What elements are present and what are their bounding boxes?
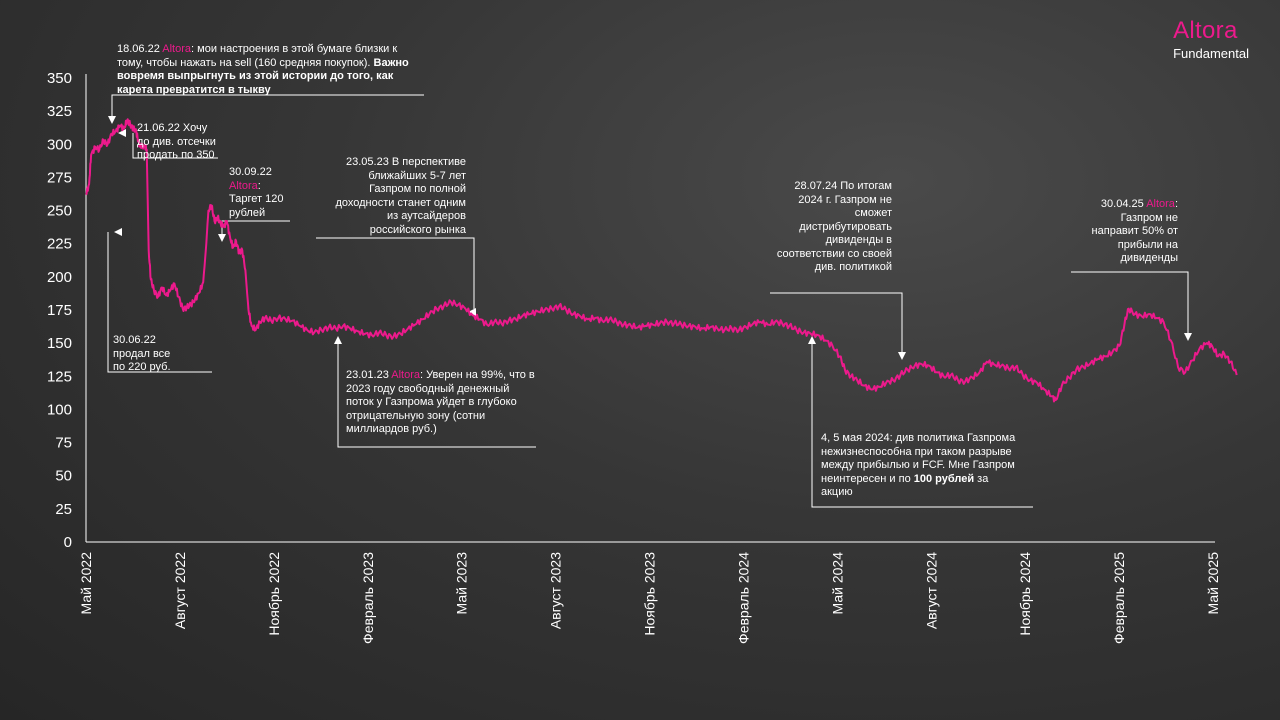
- annotation-arrow: [1184, 333, 1192, 341]
- annotation-author: Altora: [162, 43, 192, 55]
- annotation-text: : мои настроения в этой бумаге близки к …: [117, 43, 398, 69]
- annotation-date: 23.01.23: [346, 369, 389, 381]
- y-tick-label: 0: [64, 534, 72, 551]
- x-axis: Май 2022 Август 2022 Ноябрь 2022 Февраль 20…: [78, 541, 1221, 644]
- y-axis: 0 25 50 75 100 125 150 175 200 225 250 275 300 325 350: [47, 70, 87, 551]
- annotation-leader-lines: [107, 94, 1192, 508]
- annotation-5: 23.01.23 Altora: Уверен на 99%, что в 20…: [346, 369, 536, 437]
- annotation-text: 4, 5 мая 2024: див политика Газпрома неж…: [821, 432, 1016, 485]
- annotation-author: Altora: [229, 179, 258, 192]
- x-tick-label: Февраль 2024: [735, 552, 751, 644]
- annotation-4: 30.09.22 Altora: Таргет 120 рублей: [229, 166, 293, 220]
- y-tick-label: 275: [47, 169, 72, 186]
- price-series-line: [85, 118, 1238, 403]
- x-tick-label: Ноябрь 2022: [266, 552, 282, 636]
- annotation-leader-line: [811, 342, 1033, 508]
- annotation-6: 23.05.23 В перспективе ближайших 5-7 лет…: [326, 156, 466, 237]
- y-tick-label: 50: [55, 468, 72, 485]
- annotation-arrow: [114, 228, 122, 236]
- annotation-arrow: [334, 336, 342, 344]
- x-tick-label: Август 2022: [172, 552, 188, 629]
- y-tick-label: 300: [47, 136, 72, 153]
- y-tick-label: 175: [47, 302, 72, 319]
- annotation-arrow: [218, 234, 226, 242]
- y-tick-label: 150: [47, 335, 72, 352]
- x-tick-label: Май 2025: [1205, 552, 1221, 615]
- y-tick-label: 225: [47, 236, 72, 253]
- annotation-leader-line: [111, 94, 424, 118]
- y-tick-label: 125: [47, 368, 72, 385]
- annotation-arrow: [118, 129, 126, 137]
- brand-logo: Altora Fundamental: [1173, 17, 1249, 62]
- x-tick-label: Ноябрь 2024: [1017, 552, 1033, 636]
- x-tick-label: Ноябрь 2023: [642, 552, 658, 636]
- y-tick-label: 250: [47, 203, 72, 220]
- y-tick-label: 25: [55, 501, 72, 518]
- y-tick-label: 325: [47, 103, 72, 120]
- brand-name: Altora: [1173, 17, 1238, 44]
- annotation-3: 30.06.22 продал все по 220 руб.: [113, 334, 183, 375]
- annotation-author: Altora: [1146, 198, 1175, 210]
- annotation-date: 30.09.22: [229, 166, 272, 178]
- y-tick-label: 350: [47, 70, 72, 87]
- annotation-text: : Таргет 120 рублей: [229, 179, 284, 219]
- annotation-text: : Газпром не направит 50% от прибыли на …: [1091, 198, 1178, 264]
- annotation-leader-line: [337, 342, 536, 448]
- annotation-text: 30.06.22 продал все по 220 руб.: [113, 334, 171, 373]
- annotation-9: 30.04.25 Altora: Газпром не направит 50%…: [1078, 198, 1178, 266]
- annotation-arrow: [898, 352, 906, 360]
- annotation-text: 21.06.22 Хочу до див. отсечки продать по…: [137, 122, 216, 161]
- y-tick-label: 100: [47, 401, 72, 418]
- annotation-7: 28.07.24 По итогам 2024 г. Газпром не см…: [772, 180, 892, 275]
- annotation-leader-line: [770, 292, 903, 354]
- annotation-text-tail: за акцию: [821, 472, 989, 499]
- annotation-arrow: [808, 336, 816, 344]
- annotation-author: Altora: [391, 369, 421, 381]
- annotation-bold-text: Важно вовремя выпрыгнуть из этой истории…: [117, 56, 409, 96]
- annotation-leader-line: [132, 133, 218, 159]
- annotation-text: 23.05.23 В перспективе ближайших 5-7 лет…: [335, 156, 466, 236]
- annotation-2: 21.06.22 Хочу до див. отсечки продать по…: [137, 122, 222, 163]
- x-tick-label: Февраль 2025: [1111, 552, 1127, 644]
- x-tick-label: Февраль 2023: [360, 552, 376, 644]
- y-tick-label: 75: [55, 435, 72, 452]
- annotation-date: 30.04.25: [1100, 198, 1144, 210]
- annotation-arrow: [108, 116, 116, 124]
- annotation-8: 4, 5 мая 2024: див политика Газпрома неж…: [821, 432, 1021, 500]
- y-tick-label: 200: [47, 269, 72, 286]
- annotation-date: 18.06.22: [117, 43, 160, 55]
- annotation-1: 18.06.22 Altora: мои настроения в этой б…: [117, 43, 422, 97]
- x-tick-label: Май 2023: [454, 552, 470, 615]
- annotation-leader-line: [316, 237, 475, 309]
- annotation-bold-text: 100 рублей: [913, 472, 975, 485]
- brand-subtitle: Fundamental: [1173, 46, 1249, 61]
- x-tick-label: Май 2024: [829, 552, 845, 615]
- annotation-arrow: [468, 308, 476, 316]
- x-tick-label: Август 2023: [548, 552, 564, 629]
- x-tick-label: Май 2022: [78, 552, 94, 615]
- annotation-leader-line: [1071, 271, 1189, 335]
- annotation-text: : Уверен на 99%, что в 2023 году свободн…: [346, 369, 535, 435]
- annotation-leader-line: [107, 232, 212, 373]
- x-tick-label: Август 2024: [923, 552, 939, 629]
- annotation-leader-line: [221, 220, 290, 236]
- annotation-text: 28.07.24 По итогам 2024 г. Газпром не см…: [776, 180, 892, 273]
